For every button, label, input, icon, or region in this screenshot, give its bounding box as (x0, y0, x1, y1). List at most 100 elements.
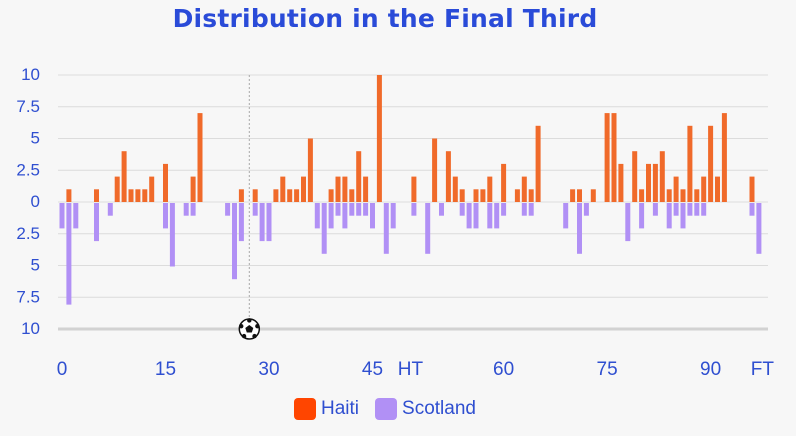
bar-haiti (114, 176, 120, 202)
bar-haiti (452, 176, 458, 202)
bar-scotland (328, 203, 334, 229)
bar-scotland (756, 203, 762, 254)
bar-scotland (459, 203, 465, 216)
bar-haiti (342, 176, 348, 202)
legend-swatch-scotland (375, 398, 398, 420)
legend: Haiti Scotland (0, 398, 770, 420)
bar-haiti (590, 189, 596, 202)
soccer-ball-patch (245, 325, 254, 333)
bar-scotland (639, 203, 645, 229)
bar-scotland (680, 203, 686, 229)
bar-scotland (321, 203, 327, 254)
legend-label-haiti: Haiti (321, 398, 360, 419)
bar-haiti (135, 189, 141, 202)
y-tick-label: 2.5 (16, 160, 40, 179)
bar-haiti (666, 189, 672, 202)
bar-scotland (169, 203, 175, 267)
bar-haiti (749, 176, 755, 202)
bar-haiti (611, 113, 617, 202)
bar-haiti (335, 176, 341, 202)
bar-scotland (701, 203, 707, 216)
bar-haiti (238, 189, 244, 202)
bar-haiti (694, 189, 700, 202)
bar-haiti (94, 189, 99, 202)
bar-chart: 10 7.5 5 2.5 0 2.5 5 7.5 10 0 15 30 45 HT 60 75 90 FT (16, 65, 774, 380)
bar-scotland (528, 203, 534, 216)
bar-scotland (687, 203, 693, 216)
bar-scotland (163, 203, 168, 229)
bar-scotland (73, 203, 79, 229)
bar-haiti (715, 176, 720, 202)
bar-haiti (708, 125, 714, 202)
x-tick-label: 90 (700, 359, 721, 380)
bar-scotland (694, 203, 700, 216)
bar-haiti (363, 176, 369, 202)
bar-haiti (301, 176, 306, 202)
x-tick-label: 15 (155, 359, 176, 380)
bar-scotland (749, 203, 755, 216)
bar-scotland (577, 203, 582, 254)
bar-haiti (639, 189, 645, 202)
x-tick-label: HT (398, 359, 424, 380)
bar-haiti (721, 113, 727, 202)
bar-scotland (411, 203, 417, 216)
bar-haiti (646, 163, 651, 202)
y-tick-label: 7.5 (16, 97, 40, 116)
y-tick-label: 2.5 (16, 224, 40, 243)
soccer-ball-patch (239, 323, 244, 329)
y-tick-label: 10 (21, 65, 40, 84)
bar-haiti (252, 189, 258, 202)
bar-haiti (273, 189, 279, 202)
bar-haiti (632, 151, 638, 202)
bar-scotland (494, 203, 500, 229)
soccer-ball-patch (241, 333, 247, 339)
bar-haiti (680, 189, 686, 202)
bar-haiti (687, 125, 693, 202)
bar-scotland (363, 203, 369, 216)
bar-scotland (383, 203, 389, 254)
bar-haiti (487, 176, 493, 202)
legend-swatch-haiti (294, 398, 317, 420)
x-tick-label: 45 (362, 359, 383, 380)
bar-scotland (466, 203, 472, 229)
bar-haiti (142, 189, 148, 202)
bar-scotland (521, 203, 527, 216)
bar-haiti (432, 138, 438, 202)
bar-scotland (183, 203, 189, 216)
legend-item-haiti[interactable]: Haiti (294, 398, 359, 420)
bar-scotland (390, 203, 396, 229)
soccer-ball-patch (247, 318, 252, 323)
bar-haiti (190, 176, 196, 202)
y-tick-label: 10 (21, 319, 40, 338)
bar-scotland (190, 203, 196, 216)
x-tick-label: 30 (258, 359, 279, 380)
bar-haiti (604, 113, 610, 202)
bar-scotland (266, 203, 272, 242)
bar-scotland (673, 203, 679, 216)
bar-haiti (163, 163, 168, 202)
bar-scotland (425, 203, 431, 254)
x-tick-label: 75 (597, 359, 618, 380)
legend-item-scotland[interactable]: Scotland (375, 398, 476, 420)
bar-scotland (252, 203, 258, 216)
bar-haiti (521, 176, 527, 202)
bar-scotland (66, 203, 72, 305)
soccer-ball-patch (252, 333, 257, 339)
bar-haiti (328, 189, 334, 202)
bar-haiti (473, 189, 479, 202)
legend-label-scotland: Scotland (402, 398, 476, 419)
bar-haiti (376, 75, 382, 202)
bar-haiti (514, 189, 520, 202)
bar-haiti (459, 189, 465, 202)
bar-haiti (570, 189, 576, 202)
bar-scotland (107, 203, 113, 216)
bar-scotland (335, 203, 341, 216)
x-tick-label: 60 (493, 359, 514, 380)
bar-scotland (349, 203, 355, 216)
bar-haiti (149, 176, 155, 202)
bar-scotland (563, 203, 569, 229)
bar-scotland (356, 203, 362, 216)
bar-scotland (370, 203, 375, 229)
bar-scotland (652, 203, 658, 216)
